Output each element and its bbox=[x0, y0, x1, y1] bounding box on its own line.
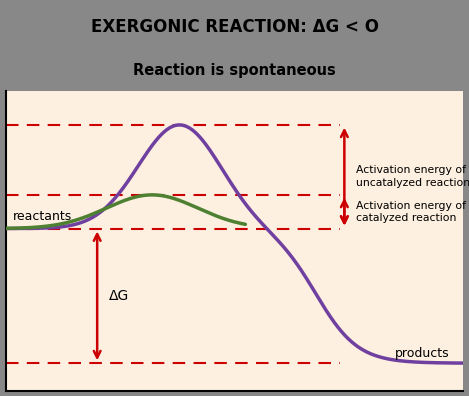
Text: EXERGONIC REACTION: ΔG < O: EXERGONIC REACTION: ΔG < O bbox=[91, 18, 378, 36]
Text: Reaction is spontaneous: Reaction is spontaneous bbox=[133, 63, 336, 78]
Text: reactants: reactants bbox=[13, 210, 72, 223]
Text: Activation energy of
uncatalyzed reaction: Activation energy of uncatalyzed reactio… bbox=[356, 166, 469, 188]
Text: ΔG: ΔG bbox=[109, 289, 129, 303]
Text: products: products bbox=[395, 347, 449, 360]
Text: Activation energy of
catalyzed reaction: Activation energy of catalyzed reaction bbox=[356, 200, 466, 223]
